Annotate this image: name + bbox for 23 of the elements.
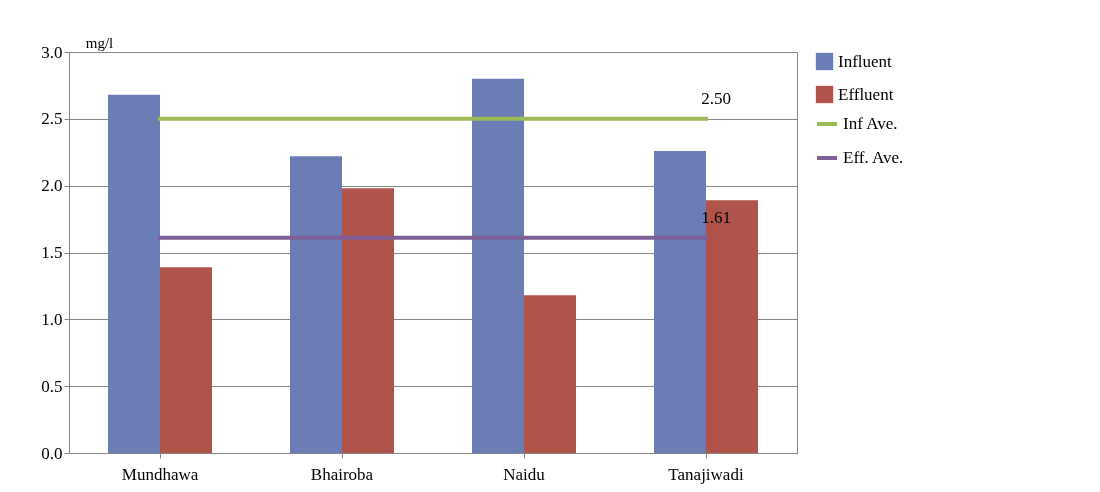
- bar: [472, 78, 524, 453]
- bar: [290, 156, 342, 453]
- x-tick-label: Naidu: [503, 464, 546, 484]
- y-tick-label: 0.5: [41, 376, 63, 396]
- y-tick-label: 1.0: [41, 309, 63, 329]
- legend-label: Effluent: [838, 84, 894, 104]
- bar: [108, 94, 160, 453]
- bar: [342, 188, 394, 453]
- y-tick-label: 1.5: [41, 243, 63, 262]
- x-tick-label: Mundhawa: [121, 464, 199, 484]
- bar: [160, 267, 212, 453]
- y-tick-label: 0.0: [41, 443, 63, 463]
- x-tick-label: Bhairoba: [310, 464, 374, 484]
- y-tick-label: 2.5: [41, 109, 63, 129]
- legend-label: Inf Ave.: [843, 114, 898, 133]
- bar: [524, 295, 576, 453]
- legend-label: Eff. Ave.: [843, 148, 904, 167]
- y-tick-label: 2.0: [41, 176, 63, 196]
- annotation: 2.50: [701, 88, 731, 108]
- x-tick-label: Tanajiwadi: [668, 464, 744, 484]
- y-axis-title: mg/l: [85, 34, 114, 51]
- y-tick-label: 3.0: [41, 42, 63, 62]
- legend-label: Influent: [838, 51, 893, 71]
